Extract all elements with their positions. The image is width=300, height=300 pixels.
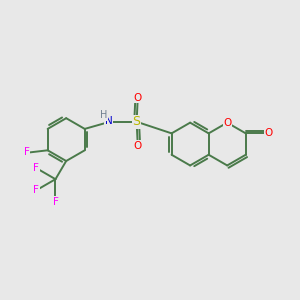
Text: O: O [223,118,231,128]
Text: O: O [264,128,273,138]
Text: F: F [33,163,39,173]
Text: F: F [33,185,39,195]
Text: H: H [100,110,107,120]
Text: F: F [52,196,59,206]
Text: O: O [134,93,142,103]
Text: O: O [134,141,142,151]
Text: F: F [24,147,29,158]
Text: S: S [133,115,141,128]
Text: N: N [105,116,112,127]
